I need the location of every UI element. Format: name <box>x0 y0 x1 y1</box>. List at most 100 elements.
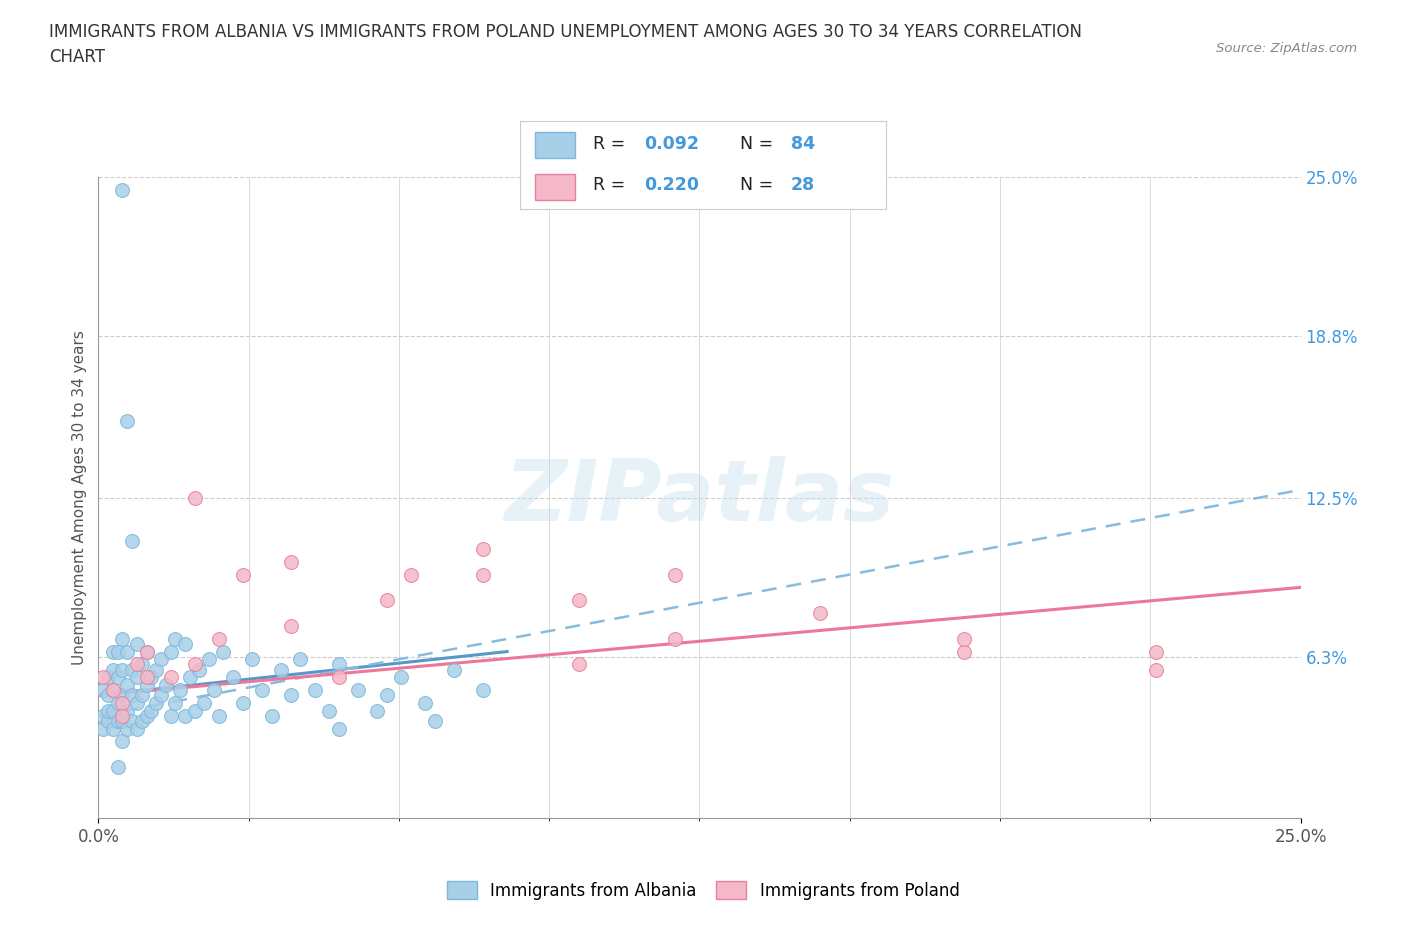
Point <box>953 631 976 646</box>
Point <box>101 703 124 718</box>
Point <box>472 541 495 556</box>
Text: N =: N = <box>740 135 779 153</box>
Point <box>159 670 181 684</box>
Point <box>304 683 326 698</box>
Point <box>125 657 148 671</box>
Text: ZIPatlas: ZIPatlas <box>505 456 894 539</box>
Point <box>472 567 495 582</box>
Text: N =: N = <box>740 177 779 194</box>
Point <box>125 721 148 736</box>
Point <box>155 677 177 692</box>
Point <box>366 703 388 718</box>
Point <box>101 644 124 659</box>
Y-axis label: Unemployment Among Ages 30 to 34 years: Unemployment Among Ages 30 to 34 years <box>72 330 87 665</box>
Text: 28: 28 <box>790 177 815 194</box>
Point <box>183 657 205 671</box>
Point <box>111 631 134 646</box>
Point <box>169 683 191 698</box>
Point <box>174 709 197 724</box>
Point <box>240 652 263 667</box>
Point <box>328 721 350 736</box>
Point <box>135 644 157 659</box>
Point <box>347 683 370 698</box>
Point <box>208 709 231 724</box>
Point <box>117 703 139 718</box>
Point <box>111 662 134 677</box>
Point <box>159 709 181 724</box>
Point <box>107 644 129 659</box>
Point <box>280 554 302 569</box>
Text: IMMIGRANTS FROM ALBANIA VS IMMIGRANTS FROM POLAND UNEMPLOYMENT AMONG AGES 30 TO : IMMIGRANTS FROM ALBANIA VS IMMIGRANTS FR… <box>49 23 1083 66</box>
Point <box>97 688 120 703</box>
Point <box>107 696 129 711</box>
Text: R =: R = <box>593 177 631 194</box>
Point <box>375 688 398 703</box>
Point <box>280 688 302 703</box>
Point <box>111 182 134 197</box>
Point <box>131 688 153 703</box>
Point <box>232 696 254 711</box>
Point <box>212 644 235 659</box>
Point <box>165 696 187 711</box>
Point <box>117 677 139 692</box>
Point <box>290 652 312 667</box>
Point <box>188 662 211 677</box>
Point <box>250 683 273 698</box>
Point <box>141 670 163 684</box>
Point <box>183 703 205 718</box>
Point <box>664 631 686 646</box>
Point <box>159 644 181 659</box>
Point <box>375 592 398 607</box>
Point <box>125 670 148 684</box>
Point <box>808 605 831 620</box>
Point <box>111 713 134 728</box>
Point <box>149 688 172 703</box>
Point <box>121 688 143 703</box>
Text: Source: ZipAtlas.com: Source: ZipAtlas.com <box>1216 42 1357 55</box>
Point <box>318 703 340 718</box>
Point <box>125 636 148 651</box>
Point <box>111 696 134 711</box>
Point <box>141 703 163 718</box>
Point <box>232 567 254 582</box>
Point <box>415 696 437 711</box>
Point <box>664 567 686 582</box>
Point <box>443 662 465 677</box>
Text: 0.092: 0.092 <box>644 135 700 153</box>
Point <box>121 713 143 728</box>
Point <box>111 734 134 749</box>
Text: 84: 84 <box>790 135 815 153</box>
Point <box>183 490 205 505</box>
Point <box>111 709 134 724</box>
Point <box>270 662 292 677</box>
Point <box>389 670 412 684</box>
Point <box>208 631 231 646</box>
Point <box>117 413 139 428</box>
Point <box>107 713 129 728</box>
Point <box>174 636 197 651</box>
Text: R =: R = <box>593 135 631 153</box>
Point <box>97 670 120 684</box>
Point <box>328 670 350 684</box>
Point <box>101 721 124 736</box>
Point <box>101 683 124 698</box>
Point <box>91 709 114 724</box>
Point <box>101 683 124 698</box>
Point <box>117 644 139 659</box>
Point <box>107 670 129 684</box>
Point <box>145 662 167 677</box>
Point <box>328 657 350 671</box>
Point <box>198 652 221 667</box>
FancyBboxPatch shape <box>534 174 575 201</box>
Point <box>1144 662 1167 677</box>
Point <box>125 696 148 711</box>
Point <box>953 644 976 659</box>
Point <box>111 688 134 703</box>
Point <box>568 592 591 607</box>
Point <box>135 709 157 724</box>
Point <box>107 760 129 775</box>
Point <box>91 670 114 684</box>
Point <box>568 657 591 671</box>
Point <box>165 631 187 646</box>
Point <box>280 618 302 633</box>
